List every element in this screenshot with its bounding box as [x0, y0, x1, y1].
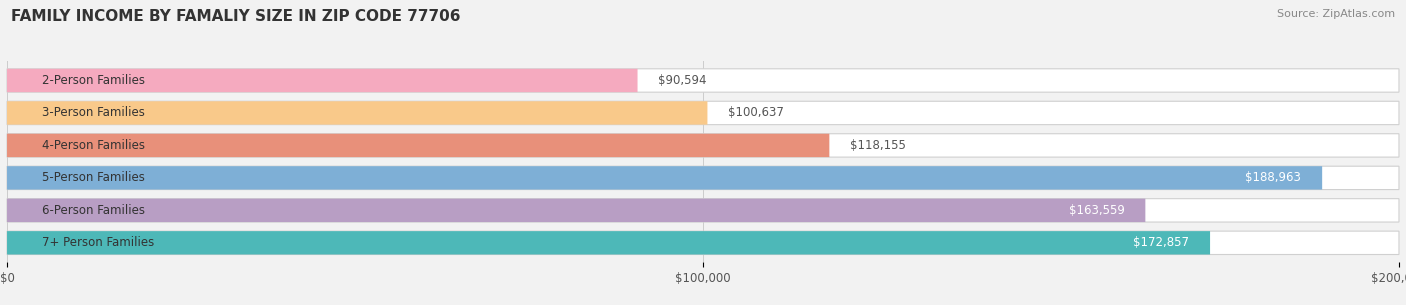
FancyBboxPatch shape	[7, 101, 707, 125]
Text: 7+ Person Families: 7+ Person Families	[42, 236, 155, 249]
FancyBboxPatch shape	[7, 231, 1399, 254]
Text: 2-Person Families: 2-Person Families	[42, 74, 145, 87]
FancyBboxPatch shape	[7, 199, 1399, 222]
FancyBboxPatch shape	[7, 166, 1399, 190]
FancyBboxPatch shape	[7, 69, 1399, 92]
Text: 6-Person Families: 6-Person Families	[42, 204, 145, 217]
Text: FAMILY INCOME BY FAMALIY SIZE IN ZIP CODE 77706: FAMILY INCOME BY FAMALIY SIZE IN ZIP COD…	[11, 9, 461, 24]
FancyBboxPatch shape	[7, 231, 1211, 254]
FancyBboxPatch shape	[7, 166, 1322, 190]
FancyBboxPatch shape	[7, 101, 1399, 125]
FancyBboxPatch shape	[7, 134, 830, 157]
FancyBboxPatch shape	[7, 69, 637, 92]
Text: 5-Person Families: 5-Person Families	[42, 171, 145, 185]
FancyBboxPatch shape	[7, 199, 1146, 222]
Text: 3-Person Families: 3-Person Families	[42, 106, 145, 120]
Text: Source: ZipAtlas.com: Source: ZipAtlas.com	[1277, 9, 1395, 19]
Text: $100,637: $100,637	[728, 106, 785, 120]
Text: 4-Person Families: 4-Person Families	[42, 139, 145, 152]
Text: $163,559: $163,559	[1069, 204, 1125, 217]
Text: $188,963: $188,963	[1246, 171, 1302, 185]
FancyBboxPatch shape	[7, 134, 1399, 157]
Text: $90,594: $90,594	[658, 74, 707, 87]
Text: $172,857: $172,857	[1133, 236, 1189, 249]
Text: $118,155: $118,155	[851, 139, 905, 152]
